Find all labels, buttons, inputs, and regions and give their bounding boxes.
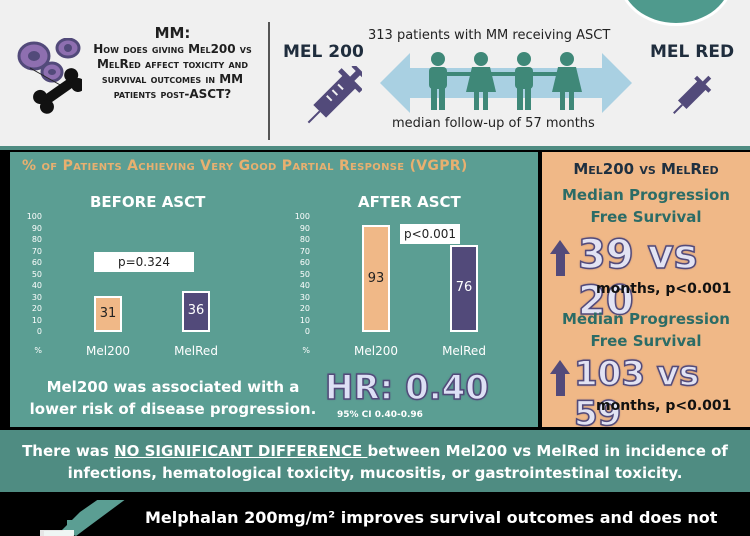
bar-value-label: 76 [455,280,473,296]
toxicity-text-before: There was [22,442,115,460]
chart-after-title: AFTER ASCT [358,193,461,211]
y-tick-label: 100 [26,212,42,221]
toxicity-text-after: between Mel200 vs MelRed in incidence of… [67,442,728,482]
chart-before: 100 90 80 70 60 50 40 30 20 10 0% 31 Mel200 36 MelRed p… [22,212,252,367]
y-tick-label: 10 [31,315,42,325]
x-category-label: Mel200 [354,344,398,358]
bar-melred [182,290,210,332]
toxicity-band [0,430,750,492]
pfs2-label: Median Progression Free Survival [562,310,730,350]
pfs1-sub: months, p<0.001 [596,281,732,297]
vgpr-title: % of Patients Achieving Very Good Partia… [22,158,468,174]
arm-melred-label: MEL RED [650,42,735,62]
question-heading: MM: [154,24,191,42]
association-text: Mel200 was associated with a lower risk … [29,378,317,418]
conclusion-text: Melphalan 200mg/m² improves survival out… [145,508,718,527]
y-tick-label: 50 [299,269,310,279]
checkmark-icon [40,500,125,536]
y-tick-label: 0 [36,327,42,336]
toxicity-text: There was NO SIGNIFICANT DIFFERENCE betw… [10,440,740,484]
question-text: How does giving Mel200 vs MelRed affect … [93,42,252,101]
pfs-panel [542,152,750,427]
y-axis-label: % [302,346,310,355]
toxicity-emphasis: NO SIGNIFICANT DIFFERENCE [114,442,368,460]
x-category-label: MelRed [174,344,218,358]
y-tick-label: 0 [304,327,310,336]
y-tick-label: 20 [299,304,310,313]
y-tick-label: 100 [294,212,310,221]
x-category-label: Mel200 [86,344,130,358]
x-category-label: MelRed [442,344,486,358]
header-panel [0,0,750,150]
bar-mel200 [94,296,122,332]
y-tick-label: 90 [31,223,42,233]
conclusion-band [0,496,750,536]
pfs2-up-arrow-icon [550,360,570,396]
y-tick-label: 80 [299,235,310,244]
bar-value-label: 36 [187,303,205,319]
pfs1-up-arrow-icon [550,240,570,276]
y-tick-label: 40 [299,281,310,290]
pfs1-value: 39 vs 20 [577,231,698,325]
divider [268,22,270,140]
y-tick-label: 90 [299,223,310,233]
y-tick-label: 20 [31,304,42,313]
people-group-icon [429,52,582,110]
syringe-large-icon [307,66,362,124]
follow-up-text: median follow-up of 57 months [392,116,595,131]
myeloma-bone-icon [17,38,82,114]
y-tick-label: 60 [31,258,42,267]
bar-value-label: 31 [99,306,117,322]
patients-count-text: 313 patients with MM receiving ASCT [368,28,611,43]
chart-before-title: BEFORE ASCT [90,193,206,211]
y-tick-label: 30 [299,292,310,302]
bar-melred [450,244,478,332]
y-tick-label: 50 [31,269,42,279]
bar-value-label: 93 [367,270,385,286]
y-tick-label: 60 [299,258,310,267]
y-tick-label: 70 [299,246,310,256]
chart-after: 100 90 80 70 60 50 40 30 20 10 0% 93 Mel200 76 MelRed p… [290,212,520,367]
y-tick-label: 30 [31,292,42,302]
y-tick-label: 70 [31,246,42,256]
y-axis-label: % [34,346,42,355]
syringe-small-icon [673,75,712,114]
y-tick-label: 80 [31,235,42,244]
p-value-box: p<0.001 [400,224,460,244]
y-tick-label: 10 [299,315,310,325]
pfs2-value: 103 vs 59 [573,353,700,435]
arm-mel200-label: MEL 200 [283,42,364,62]
pfs2-sub: months, p<0.001 [596,398,732,414]
y-tick-label: 40 [31,281,42,290]
bar-mel200 [362,225,390,332]
pfs-comparison-title: Mel200 vs MelRed [573,160,719,178]
hazard-ratio: HR: 0.40 [324,367,489,409]
p-value-box: p=0.324 [94,252,194,272]
confidence-interval: 95% CI 0.40-0.96 [337,410,423,420]
pfs1-label: Median Progression Free Survival [562,186,730,226]
